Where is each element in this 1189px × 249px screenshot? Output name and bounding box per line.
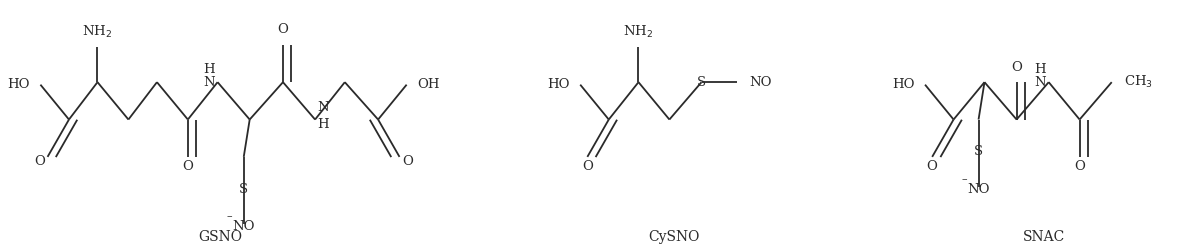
Text: O: O xyxy=(402,155,414,168)
Text: OH: OH xyxy=(417,78,440,91)
Text: HO: HO xyxy=(547,78,570,91)
Text: H: H xyxy=(1034,63,1046,76)
Text: O: O xyxy=(1074,160,1086,173)
Text: H: H xyxy=(203,63,215,76)
Text: NH$_2$: NH$_2$ xyxy=(82,24,113,40)
Text: NO: NO xyxy=(749,76,772,89)
Text: –: – xyxy=(227,212,232,222)
Text: CySNO: CySNO xyxy=(648,230,700,244)
Text: –: – xyxy=(962,174,967,184)
Text: O: O xyxy=(581,160,593,173)
Text: NH$_2$: NH$_2$ xyxy=(623,24,654,40)
Text: N: N xyxy=(317,101,329,114)
Text: NO: NO xyxy=(968,183,989,196)
Text: HO: HO xyxy=(7,78,30,91)
Text: O: O xyxy=(926,160,938,173)
Text: O: O xyxy=(182,160,194,173)
Text: O: O xyxy=(277,23,289,36)
Text: CH$_3$: CH$_3$ xyxy=(1124,74,1152,90)
Text: S: S xyxy=(974,145,983,158)
Text: NO: NO xyxy=(233,220,254,233)
Text: O: O xyxy=(33,155,45,168)
Text: SNAC: SNAC xyxy=(1023,230,1065,244)
Text: S: S xyxy=(239,183,249,196)
Text: GSNO: GSNO xyxy=(197,230,243,244)
Text: N: N xyxy=(1034,76,1046,89)
Text: N: N xyxy=(203,76,215,89)
Text: O: O xyxy=(1011,61,1023,74)
Text: H: H xyxy=(317,118,329,131)
Text: HO: HO xyxy=(892,78,914,91)
Text: S: S xyxy=(697,76,706,89)
